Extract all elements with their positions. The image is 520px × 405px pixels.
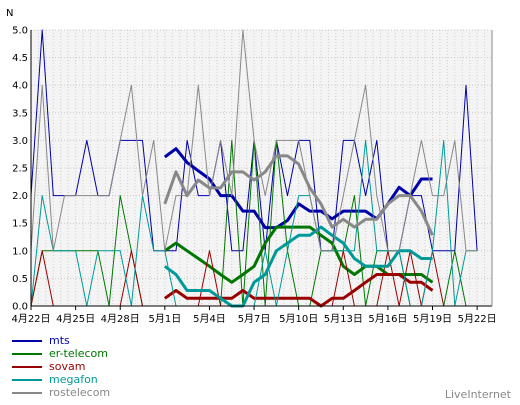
- y-tick-label: 3.0: [12, 136, 28, 147]
- y-tick-label: 5.0: [12, 26, 28, 37]
- legend-label: mts: [49, 334, 70, 347]
- series-line-rostelecom: [30, 29, 478, 252]
- y-tick-label: 0.0: [12, 302, 28, 313]
- x-tick-label: 4月25日: [56, 313, 95, 325]
- series-line-megafon-avg: [163, 225, 433, 308]
- y-tick-label: 4.0: [12, 81, 28, 92]
- x-tick-label: 4月22日: [11, 313, 50, 325]
- legend-swatch: [12, 352, 42, 355]
- x-tick-label: 5月7日: [238, 313, 271, 325]
- legend: mts er-telecom sovam megafon rostelecom: [12, 334, 110, 399]
- brand-label: LiveInternet: [444, 388, 511, 401]
- legend-label: er-telecom: [49, 347, 108, 360]
- legend-item-er-telecom: er-telecom: [12, 347, 110, 360]
- y-tick-label: 1.0: [12, 246, 28, 257]
- legend-item-megafon: megafon: [12, 373, 110, 386]
- x-tick-label: 4月28日: [101, 313, 140, 325]
- x-tick-label: 5月1日: [148, 313, 181, 325]
- legend-label: rostelecom: [49, 386, 111, 399]
- legend-label: sovam: [49, 360, 86, 373]
- x-tick-label: 5月16日: [368, 313, 407, 325]
- y-tick-label: 3.5: [12, 108, 28, 119]
- legend-item-rostelecom: rostelecom: [12, 386, 110, 399]
- y-tick-label: 1.5: [12, 219, 28, 230]
- x-tick-label: 5月4日: [193, 313, 226, 325]
- y-axis-label: N: [6, 8, 13, 19]
- x-tick-label: 5月13日: [324, 313, 363, 325]
- legend-item-mts: mts: [12, 334, 110, 347]
- legend-item-sovam: sovam: [12, 360, 110, 373]
- legend-label: megafon: [49, 373, 98, 386]
- legend-swatch: [12, 339, 42, 342]
- series-line-sovam-avg: [163, 273, 434, 308]
- series-line-rostelecom-avg: [163, 154, 434, 236]
- legend-swatch: [12, 391, 42, 394]
- legend-swatch: [12, 378, 42, 381]
- x-tick-label: 5月22日: [458, 313, 497, 325]
- legend-swatch: [12, 365, 42, 368]
- y-tick-label: 4.5: [12, 53, 28, 64]
- y-tick-label: 0.5: [12, 274, 28, 285]
- x-tick-label: 5月19日: [413, 313, 452, 325]
- y-tick-label: 2.5: [12, 164, 28, 175]
- x-tick-label: 5月10日: [279, 313, 318, 325]
- y-tick-label: 2.0: [12, 191, 28, 202]
